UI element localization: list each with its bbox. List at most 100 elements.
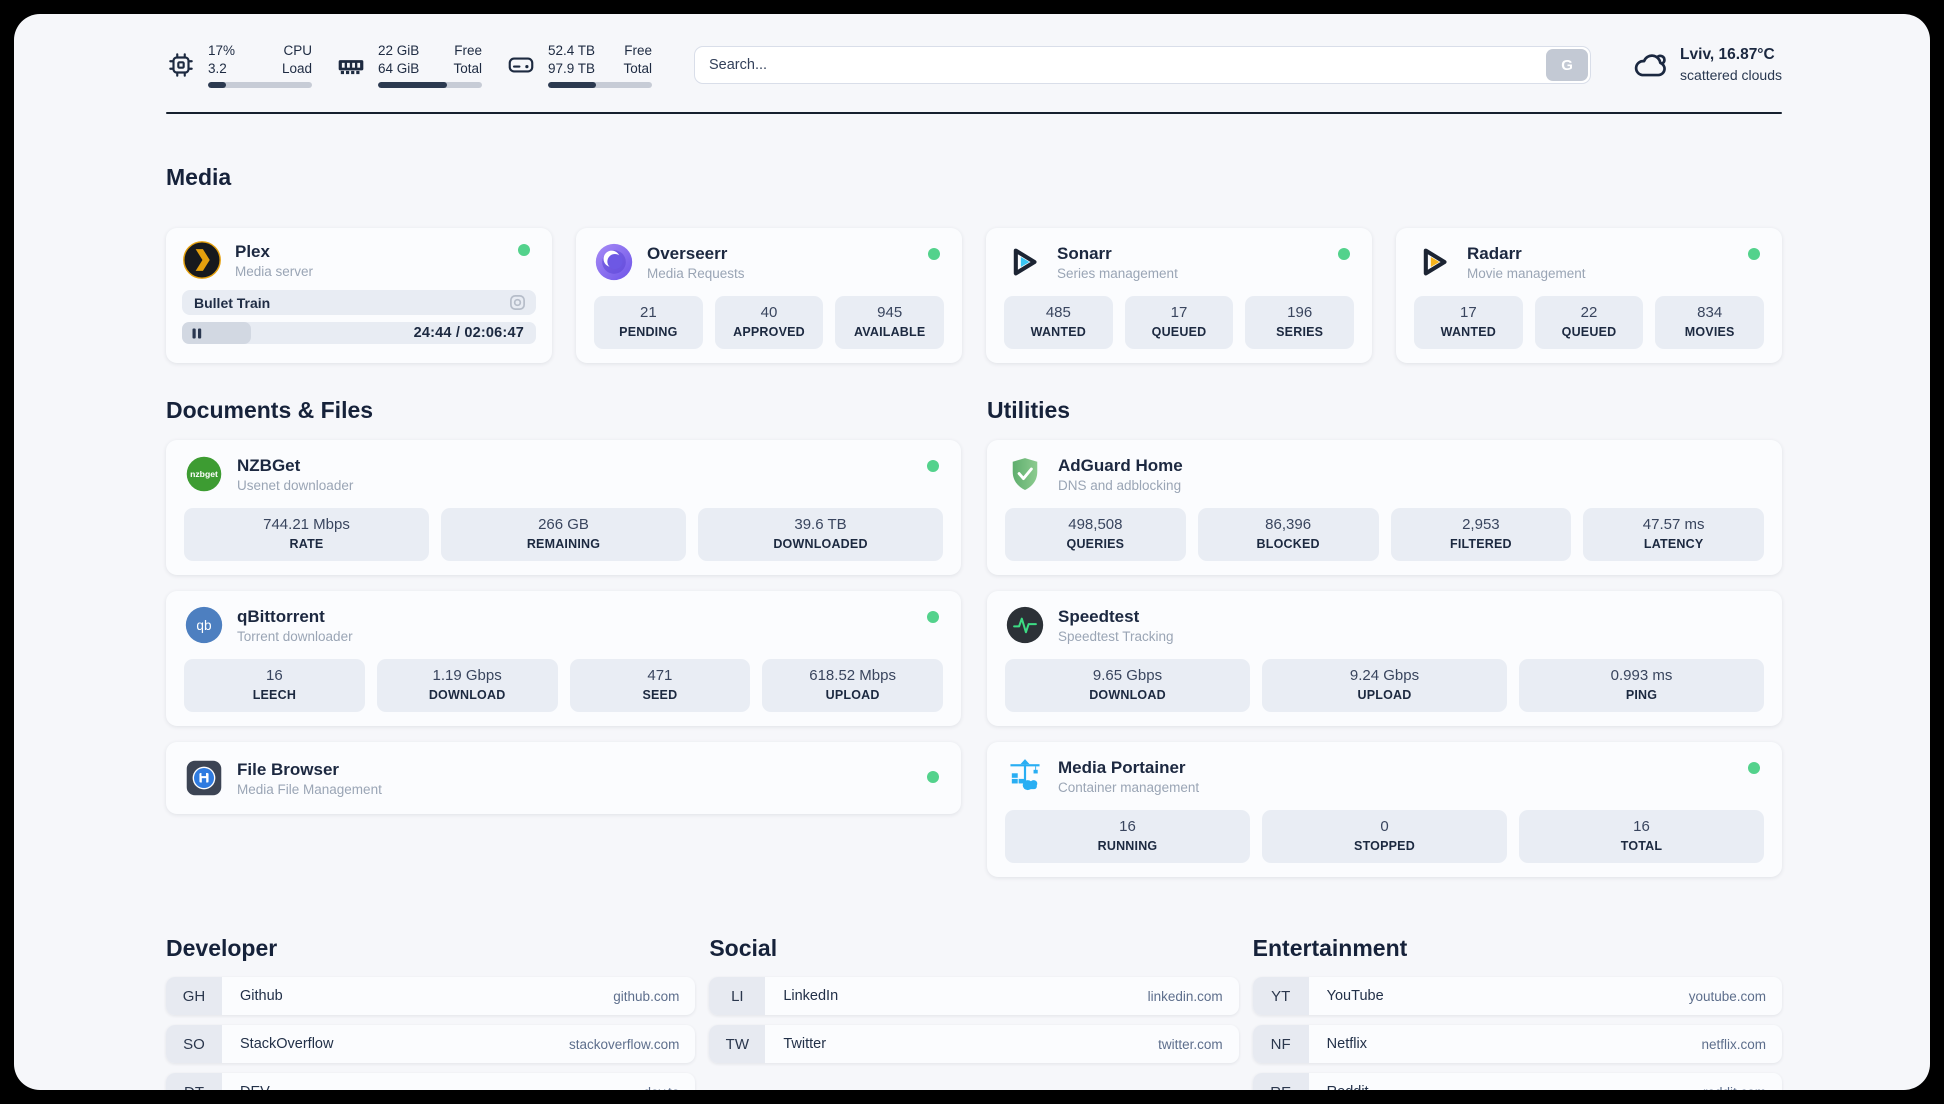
link-badge: GH (166, 977, 222, 1015)
search-bar: G (694, 46, 1592, 84)
weather-location-temp: Lviv, 16.87°C (1680, 46, 1775, 64)
stat-downloaded: 39.6 TB DOWNLOADED (698, 508, 943, 561)
link-reddit[interactable]: RE Reddit reddit.com (1252, 1073, 1782, 1091)
app-card-portainer[interactable]: Media Portainer Container management 16 … (987, 742, 1782, 877)
session-target-icon[interactable] (509, 294, 526, 311)
app-subtitle: Torrent downloader (237, 628, 353, 644)
link-netflix[interactable]: NF Netflix netflix.com (1252, 1025, 1782, 1063)
cpu-icon (169, 53, 193, 77)
link-badge: TW (709, 1025, 766, 1063)
app-title: Radarr (1467, 244, 1522, 264)
memory-total-value: 64 GiB (378, 60, 420, 76)
now-playing-title: Bullet Train (194, 294, 271, 311)
app-subtitle: Speedtest Tracking (1058, 628, 1174, 644)
app-card-speedtest[interactable]: Speedtest Speedtest Tracking 9.65 Gbps D… (987, 591, 1782, 726)
disk-total-label: Total (623, 60, 652, 76)
app-card-adguard[interactable]: AdGuard Home DNS and adblocking 498,508 … (987, 440, 1782, 575)
link-name: Netflix (1326, 1036, 1367, 1052)
qbittorrent-icon: qb (185, 606, 223, 644)
ram-icon (338, 60, 364, 75)
section-title-documents: Documents & Files (166, 397, 374, 423)
app-subtitle: DNS and adblocking (1058, 477, 1182, 493)
overseerr-icon (595, 243, 633, 281)
speedtest-icon (1006, 606, 1044, 644)
filebrowser-icon (186, 760, 222, 796)
app-title: Sonarr (1057, 244, 1112, 264)
link-github[interactable]: GH Github github.com (166, 977, 696, 1015)
stat-queries: 498,508 QUERIES (1005, 508, 1186, 561)
stat-upload: 9.24 Gbps UPLOAD (1262, 659, 1507, 712)
section-title-entertainment: Entertainment (1252, 935, 1408, 961)
stat-running: 16 RUNNING (1005, 810, 1250, 863)
link-badge: NF (1252, 1025, 1309, 1063)
link-url: dev.to (644, 1085, 680, 1091)
app-title: Media Portainer (1058, 758, 1186, 778)
app-title: NZBGet (237, 456, 301, 476)
pause-icon[interactable] (192, 328, 202, 339)
link-dev[interactable]: DT DEV dev.to (166, 1073, 696, 1091)
link-url: twitter.com (1158, 1036, 1223, 1052)
svg-text:qb: qb (196, 618, 211, 633)
app-card-sonarr[interactable]: Sonarr Series management 485 WANTED 17 Q… (986, 228, 1372, 363)
app-card-qbittorrent[interactable]: qb qBittorrent Torrent downloader 16 LEE… (166, 591, 961, 726)
link-badge: DT (166, 1073, 222, 1090)
link-stackoverflow[interactable]: SO StackOverflow stackoverflow.com (166, 1025, 696, 1063)
app-subtitle: Container management (1058, 779, 1200, 795)
link-youtube[interactable]: YT YouTube youtube.com (1252, 977, 1782, 1015)
portainer-icon (1010, 759, 1040, 791)
stat-series: 196 SERIES (1245, 296, 1355, 349)
stat-upload: 618.52 Mbps UPLOAD (762, 659, 943, 712)
link-name: Reddit (1327, 1084, 1369, 1090)
app-card-radarr[interactable]: Radarr Movie management 17 WANTED 22 QUE… (1396, 228, 1782, 363)
link-linkedin[interactable]: LI LinkedIn linkedin.com (709, 977, 1239, 1015)
app-title: AdGuard Home (1058, 456, 1183, 476)
link-badge: RE (1252, 1073, 1309, 1090)
sonarr-icon (1013, 248, 1037, 276)
link-twitter[interactable]: TW Twitter twitter.com (709, 1025, 1239, 1063)
link-name: DEV (240, 1084, 270, 1090)
app-card-filebrowser[interactable]: File Browser Media File Management (166, 742, 961, 814)
stat-rate: 744.21 Mbps RATE (184, 508, 429, 561)
stat-total: 16 TOTAL (1519, 810, 1764, 863)
cpu-usage-value: 17% (208, 42, 236, 58)
svg-text:nzbget: nzbget (190, 469, 218, 479)
app-title: Speedtest (1058, 607, 1140, 627)
link-url: reddit.com (1703, 1085, 1766, 1091)
app-subtitle: Media File Management (237, 781, 382, 797)
cpu-load-value: 3.2 (208, 60, 227, 76)
now-playing-row: Bullet Train (182, 290, 536, 315)
search-engine-button[interactable]: G (1546, 49, 1589, 81)
link-badge: LI (709, 977, 766, 1015)
cloud-icon (1634, 54, 1666, 77)
link-name: Github (240, 988, 283, 1004)
stat-wanted: 17 WANTED (1414, 296, 1523, 349)
stat-stopped: 0 STOPPED (1262, 810, 1507, 863)
disk-free-label: Free (624, 42, 652, 58)
stat-download: 9.65 Gbps DOWNLOAD (1005, 659, 1250, 712)
app-card-overseerr[interactable]: Overseerr Media Requests 21 PENDING 40 A… (576, 228, 962, 363)
weather-condition: scattered clouds (1680, 67, 1782, 84)
link-url: stackoverflow.com (569, 1036, 680, 1052)
app-card-nzbget[interactable]: nzbget NZBGet Usenet downloader 744.21 M… (166, 440, 961, 575)
link-name: StackOverflow (240, 1036, 334, 1052)
status-dot-online (927, 611, 939, 623)
disk-free-value: 52.4 TB (548, 42, 596, 58)
app-card-plex[interactable]: Plex Media server Bullet Train (166, 228, 552, 363)
stat-approved: 40 APPROVED (714, 296, 824, 349)
stat-wanted: 485 WANTED (1004, 296, 1113, 349)
stat-filtered: 2,953 FILTERED (1390, 508, 1572, 561)
cpu-stat: 17% 3.2 CPU Load (166, 42, 312, 89)
disk-icon (508, 57, 534, 73)
header-divider (166, 112, 1782, 114)
adguard-icon (1012, 458, 1038, 490)
link-name: Twitter (783, 1036, 827, 1052)
nzbget-icon: nzbget (186, 456, 222, 492)
link-name: YouTube (1326, 988, 1384, 1004)
app-subtitle: Series management (1057, 265, 1178, 281)
search-input[interactable] (694, 46, 1592, 84)
app-subtitle: Movie management (1467, 265, 1586, 281)
documents-column: Documents & Files nzbget NZBGet Usenet d… (166, 395, 961, 877)
stat-seed: 471 SEED (569, 659, 751, 712)
link-badge: SO (166, 1025, 222, 1063)
playback-progress: 24:44 / 02:06:47 (182, 322, 536, 344)
